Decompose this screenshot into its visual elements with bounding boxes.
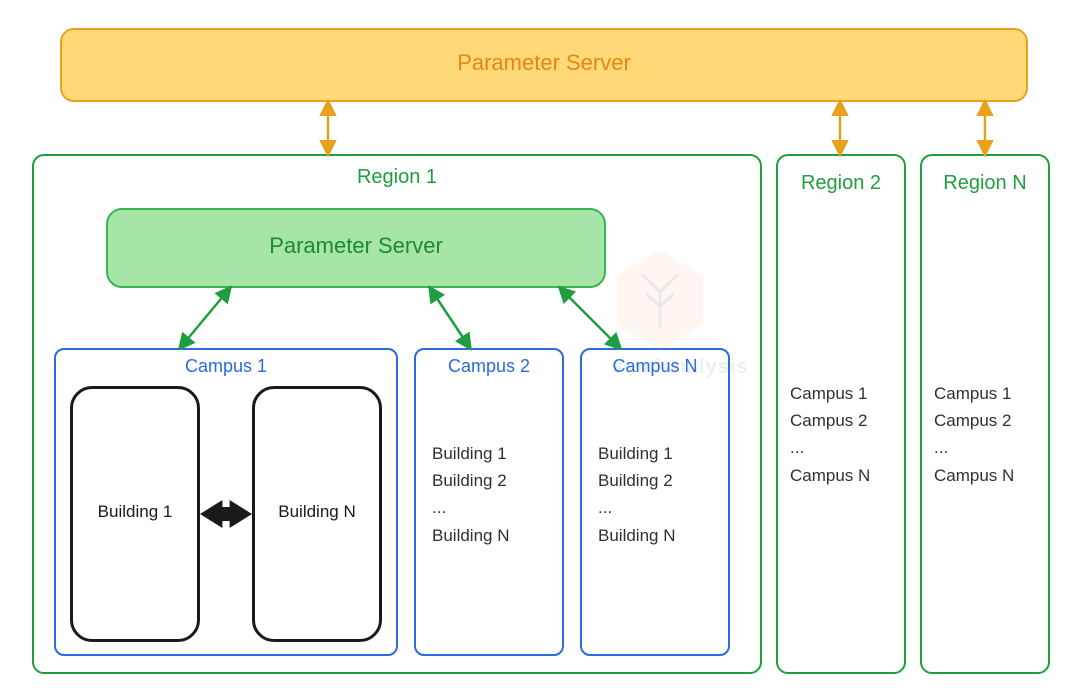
region-n-campus-list: Campus 1 Campus 2 ... Campus N: [934, 380, 1014, 489]
region-2-campus-list: Campus 1 Campus 2 ... Campus N: [790, 380, 870, 489]
building-n-label: Building N: [252, 502, 382, 522]
parameter-server-top-label: Parameter Server: [60, 50, 1028, 76]
campus-1-label: Campus 1: [54, 356, 398, 377]
parameter-server-inner-label: Parameter Server: [106, 233, 606, 259]
region-2-label: Region 2: [776, 172, 906, 195]
region-n-label: Region N: [920, 172, 1050, 195]
campus-n-building-list: Building 1 Building 2 ... Building N: [598, 440, 676, 549]
campus-2-building-list: Building 1 Building 2 ... Building N: [432, 440, 510, 549]
region-1-label: Region 1: [32, 166, 762, 189]
building-1-label: Building 1: [70, 502, 200, 522]
watermark-text: semianalysis: [612, 356, 749, 379]
campus-2-label: Campus 2: [414, 356, 564, 377]
